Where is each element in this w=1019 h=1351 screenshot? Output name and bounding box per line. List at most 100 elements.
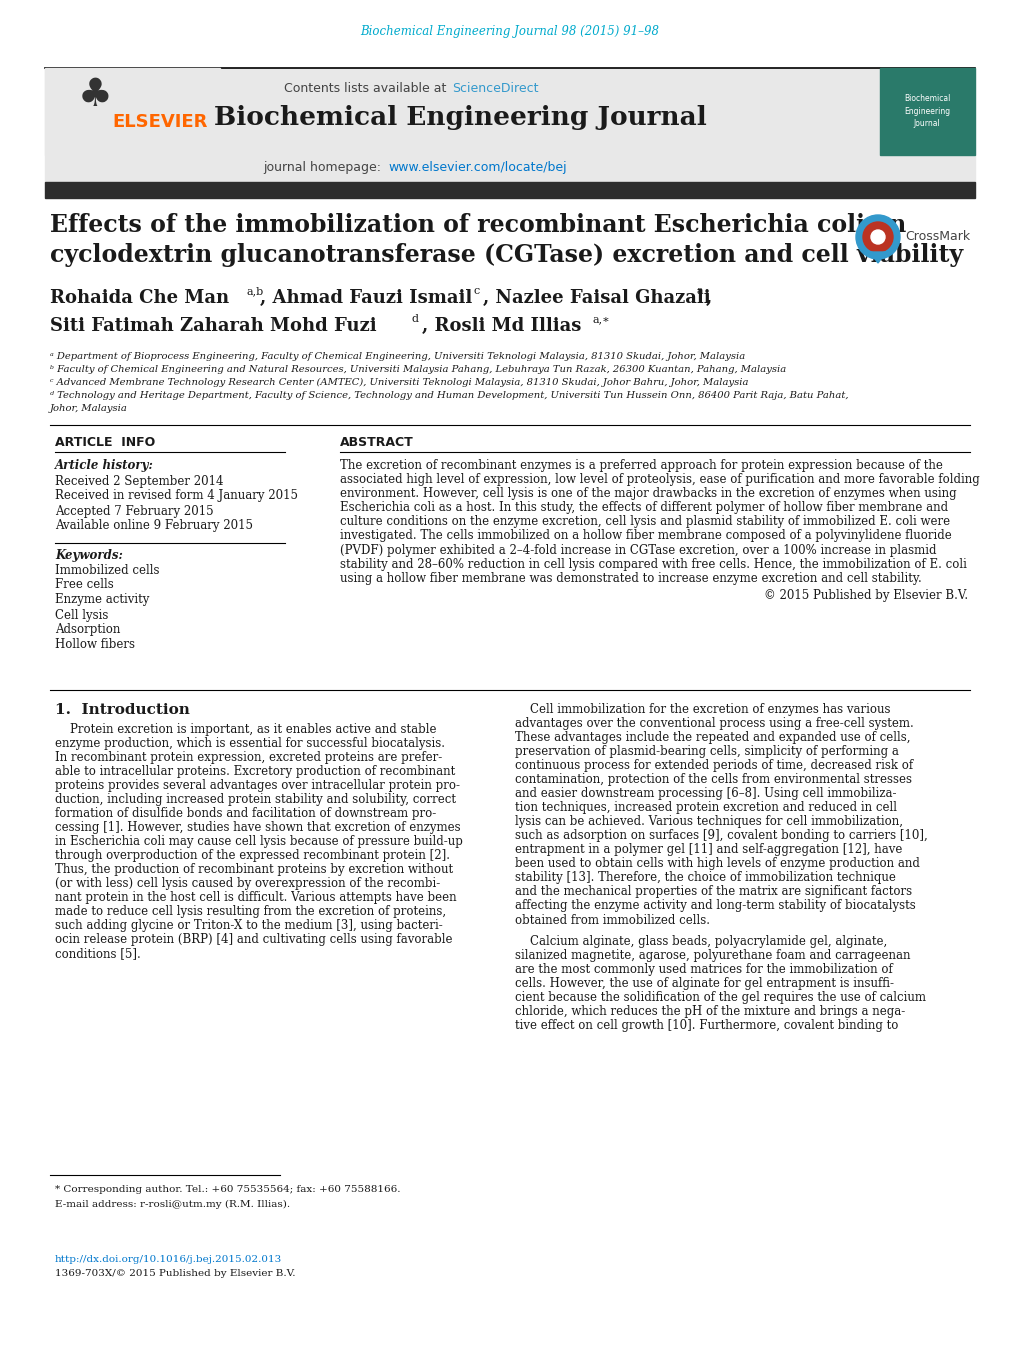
Text: ScienceDirect: ScienceDirect bbox=[451, 81, 538, 95]
Text: through overproduction of the expressed recombinant protein [2].: through overproduction of the expressed … bbox=[55, 850, 449, 862]
Text: made to reduce cell lysis resulting from the excretion of proteins,: made to reduce cell lysis resulting from… bbox=[55, 905, 445, 919]
Text: ocin release protein (BRP) [4] and cultivating cells using favorable: ocin release protein (BRP) [4] and culti… bbox=[55, 934, 452, 947]
Text: entrapment in a polymer gel [11] and self-aggregation [12], have: entrapment in a polymer gel [11] and sel… bbox=[515, 843, 902, 857]
Text: Received in revised form 4 January 2015: Received in revised form 4 January 2015 bbox=[55, 489, 298, 503]
Text: proteins provides several advantages over intracellular protein pro-: proteins provides several advantages ove… bbox=[55, 780, 460, 793]
Text: Protein excretion is important, as it enables active and stable: Protein excretion is important, as it en… bbox=[55, 724, 436, 736]
Text: obtained from immobilized cells.: obtained from immobilized cells. bbox=[515, 913, 709, 927]
Text: CrossMark: CrossMark bbox=[904, 231, 969, 243]
Bar bbox=[45, 68, 879, 155]
Text: Accepted 7 February 2015: Accepted 7 February 2015 bbox=[55, 504, 213, 517]
Text: d: d bbox=[412, 313, 419, 324]
Text: culture conditions on the enzyme excretion, cell lysis and plasmid stability of : culture conditions on the enzyme excreti… bbox=[339, 515, 949, 528]
Text: continuous process for extended periods of time, decreased risk of: continuous process for extended periods … bbox=[515, 759, 912, 773]
Text: using a hollow fiber membrane was demonstrated to increase enzyme excretion and : using a hollow fiber membrane was demons… bbox=[339, 571, 921, 585]
Text: Available online 9 February 2015: Available online 9 February 2015 bbox=[55, 520, 253, 532]
Text: Hollow fibers: Hollow fibers bbox=[55, 639, 135, 651]
Text: Biochemical
Engineering
Journal: Biochemical Engineering Journal bbox=[903, 95, 950, 128]
Text: 1.  Introduction: 1. Introduction bbox=[55, 703, 190, 717]
Text: Cell lysis: Cell lysis bbox=[55, 608, 108, 621]
Text: 1369-703X/© 2015 Published by Elsevier B.V.: 1369-703X/© 2015 Published by Elsevier B… bbox=[55, 1270, 296, 1278]
Text: (or with less) cell lysis caused by overexpression of the recombi-: (or with less) cell lysis caused by over… bbox=[55, 878, 440, 890]
Text: Adsorption: Adsorption bbox=[55, 624, 120, 636]
Text: Thus, the production of recombinant proteins by excretion without: Thus, the production of recombinant prot… bbox=[55, 863, 452, 877]
Text: , Ahmad Fauzi Ismail: , Ahmad Fauzi Ismail bbox=[260, 289, 472, 307]
Text: a,b: a,b bbox=[247, 286, 264, 296]
Text: tion techniques, increased protein excretion and reduced in cell: tion techniques, increased protein excre… bbox=[515, 801, 896, 815]
Text: Calcium alginate, glass beads, polyacrylamide gel, alginate,: Calcium alginate, glass beads, polyacryl… bbox=[515, 935, 887, 948]
Bar bbox=[45, 155, 974, 182]
Circle shape bbox=[870, 230, 884, 245]
Text: E-mail address: r-rosli@utm.my (R.M. Illias).: E-mail address: r-rosli@utm.my (R.M. Ill… bbox=[55, 1200, 289, 1209]
Circle shape bbox=[862, 222, 892, 253]
Text: (PVDF) polymer exhibited a 2–4-fold increase in CGTase excretion, over a 100% in: (PVDF) polymer exhibited a 2–4-fold incr… bbox=[339, 543, 935, 557]
Text: ᵃ Department of Bioprocess Engineering, Faculty of Chemical Engineering, Univers: ᵃ Department of Bioprocess Engineering, … bbox=[50, 353, 745, 361]
Text: affecting the enzyme activity and long-term stability of biocatalysts: affecting the enzyme activity and long-t… bbox=[515, 900, 915, 912]
Text: © 2015 Published by Elsevier B.V.: © 2015 Published by Elsevier B.V. bbox=[763, 589, 967, 603]
Text: associated high level of expression, low level of proteolysis, ease of purificat: associated high level of expression, low… bbox=[339, 473, 979, 486]
Text: cessing [1]. However, studies have shown that excretion of enzymes: cessing [1]. However, studies have shown… bbox=[55, 821, 461, 835]
Text: Keywords:: Keywords: bbox=[55, 549, 122, 562]
Text: a,∗: a,∗ bbox=[592, 313, 610, 324]
Text: contamination, protection of the cells from environmental stresses: contamination, protection of the cells f… bbox=[515, 774, 911, 786]
Text: ♣: ♣ bbox=[77, 76, 112, 113]
Text: The excretion of recombinant enzymes is a preferred approach for protein express: The excretion of recombinant enzymes is … bbox=[339, 458, 942, 471]
Text: Biochemical Engineering Journal 98 (2015) 91–98: Biochemical Engineering Journal 98 (2015… bbox=[360, 26, 659, 38]
Text: , Nazlee Faisal Ghazali: , Nazlee Faisal Ghazali bbox=[483, 289, 710, 307]
Text: cient because the solidiﬁcation of the gel requires the use of calcium: cient because the solidiﬁcation of the g… bbox=[515, 992, 925, 1005]
Text: ᵇ Faculty of Chemical Engineering and Natural Resources, Universiti Malaysia Pah: ᵇ Faculty of Chemical Engineering and Na… bbox=[50, 365, 786, 374]
Text: These advantages include the repeated and expanded use of cells,: These advantages include the repeated an… bbox=[515, 731, 910, 744]
Text: Immobilized cells: Immobilized cells bbox=[55, 563, 159, 577]
Polygon shape bbox=[869, 253, 886, 263]
Text: * Corresponding author. Tel.: +60 75535564; fax: +60 75588166.: * Corresponding author. Tel.: +60 755355… bbox=[55, 1185, 400, 1194]
Text: duction, including increased protein stability and solubility, correct: duction, including increased protein sta… bbox=[55, 793, 455, 807]
Text: able to intracellular proteins. Excretory production of recombinant: able to intracellular proteins. Excretor… bbox=[55, 766, 454, 778]
Text: enzyme production, which is essential for successful biocatalysis.: enzyme production, which is essential fo… bbox=[55, 738, 444, 751]
Text: ELSEVIER: ELSEVIER bbox=[112, 113, 208, 131]
Text: ᵈ Technology and Heritage Department, Faculty of Science, Technology and Human D: ᵈ Technology and Heritage Department, Fa… bbox=[50, 390, 848, 400]
Text: Received 2 September 2014: Received 2 September 2014 bbox=[55, 474, 223, 488]
Text: , Rosli Md Illias: , Rosli Md Illias bbox=[422, 317, 581, 335]
Text: and easier downstream processing [6–8]. Using cell immobiliza-: and easier downstream processing [6–8]. … bbox=[515, 788, 896, 801]
Text: ABSTRACT: ABSTRACT bbox=[339, 436, 414, 450]
Text: Rohaida Che Man: Rohaida Che Man bbox=[50, 289, 229, 307]
Circle shape bbox=[855, 215, 899, 259]
Text: cells. However, the use of alginate for gel entrapment is insufﬁ-: cells. However, the use of alginate for … bbox=[515, 978, 893, 990]
Text: lysis can be achieved. Various techniques for cell immobilization,: lysis can be achieved. Various technique… bbox=[515, 816, 902, 828]
Text: are the most commonly used matrices for the immobilization of: are the most commonly used matrices for … bbox=[515, 963, 892, 977]
Text: ARTICLE  INFO: ARTICLE INFO bbox=[55, 436, 155, 450]
Text: conditions [5].: conditions [5]. bbox=[55, 947, 141, 961]
Text: Contents lists available at: Contents lists available at bbox=[283, 81, 449, 95]
Text: Free cells: Free cells bbox=[55, 578, 114, 592]
Text: ,: , bbox=[705, 289, 711, 307]
Text: been used to obtain cells with high levels of enzyme production and: been used to obtain cells with high leve… bbox=[515, 858, 919, 870]
Text: preservation of plasmid-bearing cells, simplicity of performing a: preservation of plasmid-bearing cells, s… bbox=[515, 746, 898, 758]
Text: Article history:: Article history: bbox=[55, 458, 154, 471]
Bar bbox=[0, 0, 1019, 68]
Text: stability and 28–60% reduction in cell lysis compared with free cells. Hence, th: stability and 28–60% reduction in cell l… bbox=[339, 558, 966, 571]
Text: such as adsorption on surfaces [9], covalent bonding to carriers [10],: such as adsorption on surfaces [9], cova… bbox=[515, 830, 927, 843]
Text: silanized magnetite, agarose, polyurethane foam and carrageenan: silanized magnetite, agarose, polyuretha… bbox=[515, 950, 910, 962]
Text: www.elsevier.com/locate/bej: www.elsevier.com/locate/bej bbox=[387, 162, 567, 174]
Bar bbox=[879, 68, 974, 155]
Text: tive effect on cell growth [10]. Furthermore, covalent binding to: tive effect on cell growth [10]. Further… bbox=[515, 1020, 898, 1032]
Bar bbox=[45, 68, 220, 155]
Text: chloride, which reduces the pH of the mixture and brings a nega-: chloride, which reduces the pH of the mi… bbox=[515, 1005, 905, 1019]
Text: Escherichia coli as a host. In this study, the effects of different polymer of h: Escherichia coli as a host. In this stud… bbox=[339, 501, 948, 515]
Text: nant protein in the host cell is difficult. Various attempts have been: nant protein in the host cell is difficu… bbox=[55, 892, 457, 905]
Text: investigated. The cells immobilized on a hollow fiber membrane composed of a pol: investigated. The cells immobilized on a… bbox=[339, 530, 951, 543]
Text: and the mechanical properties of the matrix are significant factors: and the mechanical properties of the mat… bbox=[515, 885, 911, 898]
Text: environment. However, cell lysis is one of the major drawbacks in the excretion : environment. However, cell lysis is one … bbox=[339, 486, 956, 500]
Text: advantages over the conventional process using a free-cell system.: advantages over the conventional process… bbox=[515, 717, 913, 731]
Text: Enzyme activity: Enzyme activity bbox=[55, 593, 149, 607]
Text: Effects of the immobilization of recombinant Escherichia coli on: Effects of the immobilization of recombi… bbox=[50, 213, 905, 236]
Text: In recombinant protein expression, excreted proteins are prefer-: In recombinant protein expression, excre… bbox=[55, 751, 442, 765]
Text: http://dx.doi.org/10.1016/j.bej.2015.02.013: http://dx.doi.org/10.1016/j.bej.2015.02.… bbox=[55, 1255, 282, 1265]
Text: cyclodextrin glucanotransferase (CGTase) excretion and cell viability: cyclodextrin glucanotransferase (CGTase)… bbox=[50, 243, 962, 267]
Text: stability [13]. Therefore, the choice of immobilization technique: stability [13]. Therefore, the choice of… bbox=[515, 871, 895, 885]
Text: Johor, Malaysia: Johor, Malaysia bbox=[50, 404, 127, 413]
Text: journal homepage:: journal homepage: bbox=[263, 162, 384, 174]
Text: in Escherichia coli may cause cell lysis because of pressure build-up: in Escherichia coli may cause cell lysis… bbox=[55, 835, 463, 848]
Text: Siti Fatimah Zaharah Mohd Fuzi: Siti Fatimah Zaharah Mohd Fuzi bbox=[50, 317, 376, 335]
Text: formation of disulfide bonds and facilitation of downstream pro-: formation of disulfide bonds and facilit… bbox=[55, 808, 436, 820]
